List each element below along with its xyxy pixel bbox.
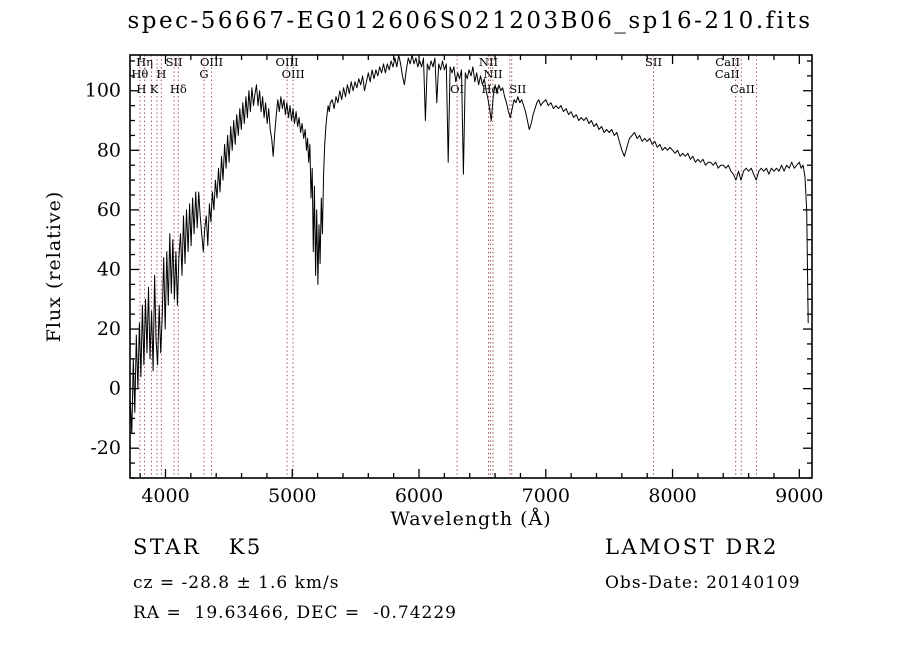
x-tick-label: 9000: [775, 485, 823, 507]
obs-date-text: Obs-Date: 20140109: [605, 573, 801, 593]
x-tick-label: 6000: [395, 485, 443, 507]
spectral-line-label: SII: [645, 55, 662, 69]
spectral-line-label: CaII: [715, 55, 740, 69]
x-tick-label: 4000: [141, 485, 189, 507]
y-tick-label: 60: [97, 199, 121, 221]
y-tick-label: -20: [90, 437, 121, 459]
y-tick-label: 80: [97, 139, 121, 161]
spectral-line-label: SII: [509, 82, 526, 96]
spectral-line-label: OIII: [276, 55, 299, 69]
spectral-line-label: G: [199, 67, 208, 81]
spectral-line-markers: [139, 55, 757, 478]
spectral-line-label: H: [156, 67, 166, 81]
spectral-line-label: CaII: [715, 67, 740, 81]
spectral-line-label: OIII: [200, 55, 223, 69]
spectral-line-label: NII: [479, 55, 498, 69]
spectral-line-label: OIII: [282, 67, 305, 81]
ra-dec-text: RA = 19.63466, DEC = -0.74229: [133, 603, 458, 623]
plot-title: spec-56667-EG012606S021203B06_sp16-210.f…: [127, 8, 813, 34]
x-tick-label: 8000: [648, 485, 696, 507]
x-tick-label: 5000: [268, 485, 316, 507]
y-tick-label: 0: [109, 378, 121, 400]
classification-text: STAR K5: [133, 535, 263, 559]
y-tick-label: 20: [97, 318, 121, 340]
y-axis-label: Flux (relative): [43, 191, 65, 343]
axis-ticks: [130, 55, 812, 479]
plot-frame: [129, 54, 813, 479]
spectral-line-label: Hθ: [131, 67, 148, 81]
spectral-line-label: H: [136, 82, 146, 96]
x-tick-label: 7000: [522, 485, 570, 507]
spectral-line-label: Hα: [481, 82, 499, 96]
spectral-line-label: Hδ: [170, 82, 187, 96]
spectral-line-label: Hη: [136, 55, 153, 69]
spectral-line-label: SII: [166, 55, 183, 69]
survey-text: LAMOST DR2: [605, 535, 779, 559]
y-tick-label: 40: [97, 258, 121, 280]
y-tick-label: 100: [85, 80, 121, 102]
spectral-line-label: K: [150, 82, 159, 96]
spectrum-line: [129, 54, 809, 434]
x-axis-label: Wavelength (Å): [390, 508, 551, 530]
spectral-line-label: NII: [483, 67, 502, 81]
cz-text: cz = -28.8 ± 1.6 km/s: [133, 573, 340, 593]
spectral-line-label: CaII: [730, 82, 755, 96]
spectral-line-label: OI: [450, 82, 464, 96]
